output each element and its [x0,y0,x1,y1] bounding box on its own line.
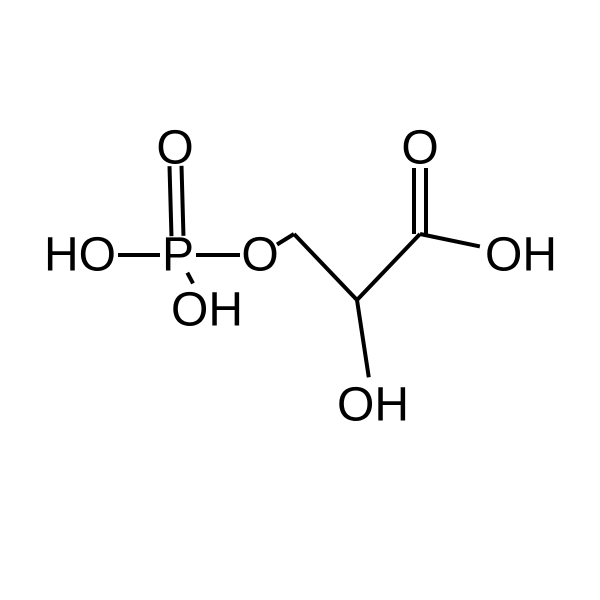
atom-label-HO_left: HO [44,229,116,282]
bond-line [277,234,294,244]
atom-label-OH_underP: OH [171,284,243,337]
bond-line [182,166,184,236]
atom-label-OH_right: OH [485,229,557,282]
molecule-diagram: OOHOPOOHOHOH [0,0,600,600]
atom-label-P: P [162,229,194,282]
atom-label-O_topR: O [401,122,438,175]
atom-label-O_mid: O [241,229,278,282]
bond-line [170,166,172,236]
bond-line [357,234,420,300]
atom-label-OH_bot: OH [337,379,409,432]
atom-label-O_topL: O [156,122,193,175]
bond-line [294,234,357,300]
bond-line [357,300,369,377]
bond-line [420,234,480,246]
